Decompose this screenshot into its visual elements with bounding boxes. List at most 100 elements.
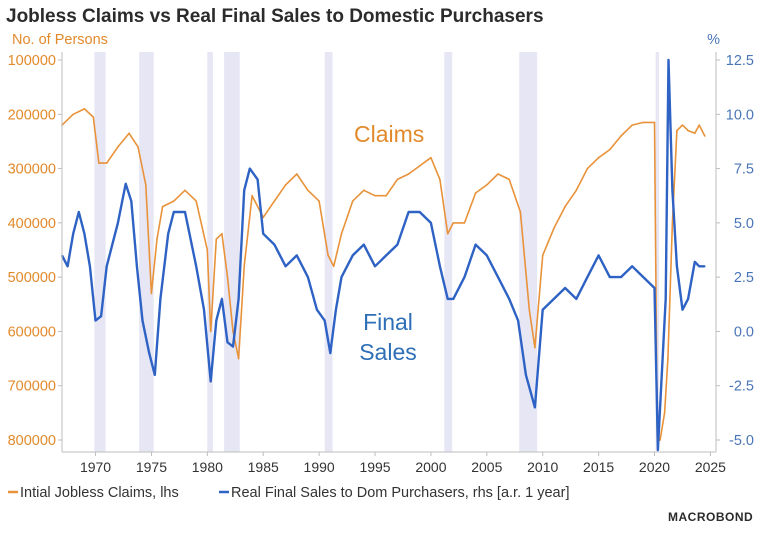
macrobond-logo: MACROBOND [668, 510, 753, 524]
claims-point-66 [663, 412, 666, 414]
claims-point-14 [184, 189, 186, 192]
final-sales-point-32 [262, 232, 265, 235]
legend: Intial Jobless Claims, lhs Real Final Sa… [8, 485, 569, 501]
x-tick-label-7: 2005 [471, 459, 502, 475]
claims-point-29 [307, 189, 309, 192]
recession-band-6 [519, 52, 538, 452]
final-sales-point-59 [525, 374, 527, 376]
x-tick-label-11: 2025 [695, 459, 726, 475]
claims-point-61 [631, 124, 633, 126]
final-sales-point-21 [195, 265, 197, 268]
final-sales-point-77 [676, 265, 678, 268]
recession-band-1 [139, 52, 154, 452]
claims-point-54 [553, 227, 555, 230]
final-sales-point-49 [430, 222, 432, 224]
final-sales-point-50 [439, 265, 441, 268]
claims-point-73 [698, 124, 701, 126]
claims-point-47 [486, 184, 488, 186]
recession-band-7 [655, 52, 659, 452]
final-sales-point-23 [209, 380, 212, 383]
final-sales-point-28 [237, 298, 240, 300]
claims-point-12 [161, 205, 164, 208]
claims-point-27 [284, 184, 287, 186]
right-tick-label-7: -5.0 [729, 433, 754, 449]
right-tick-label-5: 0.0 [734, 324, 754, 340]
final-sales-point-56 [497, 276, 499, 278]
left-tick-label-5: 600000 [8, 324, 56, 340]
x-tick-label-2: 1980 [192, 459, 223, 475]
x-tick-label-5: 1995 [359, 459, 390, 475]
final-sales-point-73 [660, 384, 663, 387]
final-sales-point-58 [517, 319, 519, 322]
claims-point-58 [597, 156, 600, 159]
x-tick-label-6: 2000 [415, 459, 446, 475]
final-sales-point-37 [316, 308, 318, 311]
final-sales-point-63 [564, 287, 566, 289]
final-sales-point-42 [351, 254, 354, 257]
claims-point-11 [156, 238, 158, 240]
final-sales-point-14 [141, 319, 144, 322]
left-tick-label-2: 300000 [8, 162, 56, 178]
final-sales-point-27 [232, 345, 234, 348]
claims-point-38 [396, 178, 399, 181]
recession-band-0 [94, 52, 106, 452]
claims-point-15 [195, 200, 197, 202]
left-axis-unit: No. of Persons [12, 32, 108, 48]
final-sales-point-35 [295, 254, 298, 257]
final-sales-point-52 [452, 298, 455, 300]
final-sales-point-31 [256, 178, 259, 181]
final-sales-point-41 [340, 276, 343, 278]
final-sales-point-60 [534, 406, 536, 409]
final-sales-annotation-line1: Final [363, 309, 413, 335]
x-tick-label-1: 1975 [136, 459, 167, 475]
claims-point-31 [327, 254, 329, 257]
claims-point-71 [687, 129, 689, 132]
final-sales-point-61 [541, 308, 544, 311]
right-tick-label-0: 12.5 [726, 53, 754, 69]
final-sales-point-5 [89, 265, 91, 268]
right-tick-label-4: 2.5 [734, 270, 754, 286]
claims-point-42 [439, 178, 441, 181]
final-sales-point-6 [94, 319, 97, 322]
final-sales-point-15 [148, 352, 150, 354]
right-tick-label-2: 7.5 [734, 162, 754, 178]
final-sales-point-75 [667, 59, 670, 61]
final-sales-point-8 [105, 265, 108, 268]
x-tick-label-9: 2015 [583, 459, 614, 475]
claims-point-3 [92, 116, 95, 118]
claims-point-4 [98, 162, 100, 164]
claims-annotation: Claims [354, 121, 424, 147]
final-sales-point-19 [172, 211, 175, 213]
claims-point-57 [586, 167, 589, 170]
final-sales-point-46 [396, 243, 399, 246]
final-sales-point-80 [693, 261, 696, 263]
right-axis-unit: % [707, 32, 720, 48]
final-sales-point-29 [243, 189, 246, 192]
claims-point-74 [704, 135, 706, 137]
final-sales-point-68 [620, 276, 622, 278]
claims-point-1 [72, 113, 74, 116]
final-sales-point-72 [657, 449, 659, 451]
final-sales-point-48 [418, 211, 421, 213]
final-sales-point-3 [77, 211, 80, 213]
legend-claims-label: Intial Jobless Claims, lhs [20, 485, 179, 501]
final-sales-point-51 [446, 298, 449, 300]
final-sales-point-4 [83, 232, 86, 235]
claims-point-70 [681, 124, 684, 126]
final-sales-point-26 [226, 341, 229, 344]
final-sales-point-54 [474, 243, 477, 246]
final-sales-point-36 [307, 276, 309, 278]
final-sales-point-10 [117, 222, 119, 224]
claims-point-36 [374, 194, 376, 197]
right-tick-label-6: -2.5 [729, 379, 754, 395]
claims-point-13 [172, 200, 175, 202]
claims-point-48 [497, 173, 499, 175]
claims-point-17 [209, 330, 212, 333]
left-tick-label-6: 700000 [8, 379, 56, 395]
final-sales-point-38 [323, 319, 326, 322]
claims-point-53 [541, 254, 544, 257]
final-sales-point-34 [284, 265, 287, 268]
claims-point-69 [676, 129, 678, 132]
claims-point-7 [128, 132, 130, 135]
